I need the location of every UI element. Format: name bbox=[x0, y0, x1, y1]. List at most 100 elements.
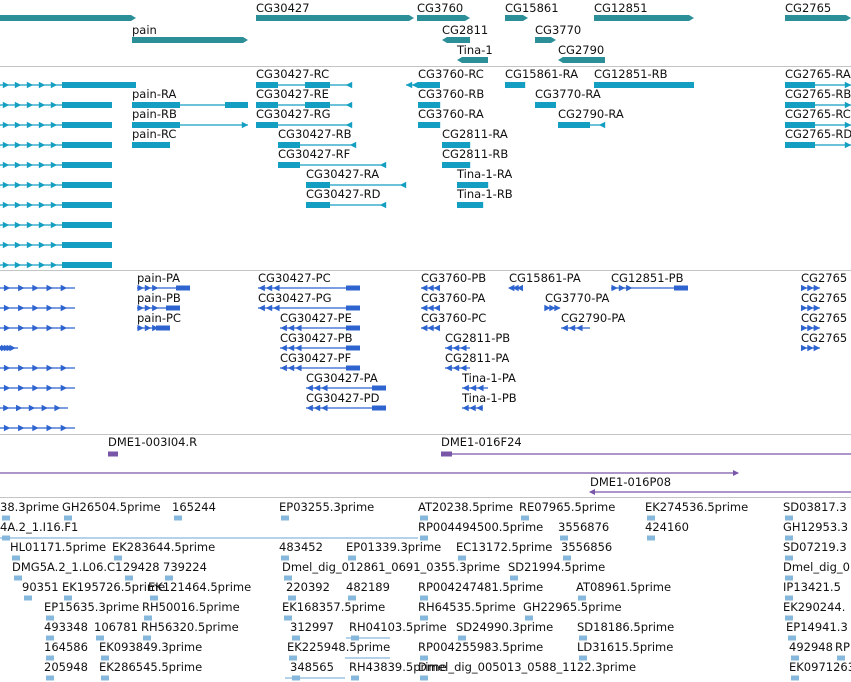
gene-glyph[interactable] bbox=[0, 15, 136, 21]
transcript-cds[interactable] bbox=[306, 202, 330, 208]
est-glyph[interactable] bbox=[143, 635, 151, 641]
transcript-cds[interactable] bbox=[418, 122, 440, 128]
protein-block[interactable] bbox=[156, 325, 170, 331]
est-glyph[interactable] bbox=[785, 575, 793, 581]
est-glyph[interactable] bbox=[281, 515, 289, 521]
est-glyph[interactable] bbox=[46, 655, 54, 661]
transcript-cds[interactable] bbox=[535, 102, 556, 108]
transcript-cds[interactable] bbox=[132, 142, 170, 148]
est-glyph[interactable] bbox=[837, 655, 845, 661]
est-glyph[interactable] bbox=[46, 635, 54, 641]
protein-block[interactable] bbox=[346, 305, 360, 311]
est-glyph[interactable] bbox=[114, 555, 122, 561]
est-glyph[interactable] bbox=[579, 655, 587, 661]
transcript-cds[interactable] bbox=[62, 242, 112, 248]
est-glyph[interactable] bbox=[165, 575, 173, 581]
est-glyph[interactable] bbox=[579, 635, 587, 641]
est-glyph[interactable] bbox=[46, 615, 54, 621]
transcript-cds[interactable] bbox=[457, 182, 488, 188]
est-glyph[interactable] bbox=[420, 655, 428, 661]
est-glyph[interactable] bbox=[563, 555, 571, 561]
est-glyph[interactable] bbox=[46, 675, 54, 681]
transcript-cds[interactable] bbox=[62, 202, 112, 208]
gene-glyph[interactable] bbox=[417, 15, 470, 21]
est-glyph[interactable] bbox=[578, 595, 586, 601]
transcript-cds[interactable] bbox=[62, 122, 112, 128]
est-glyph[interactable] bbox=[125, 575, 133, 581]
protein-block[interactable] bbox=[346, 285, 360, 291]
est-glyph[interactable] bbox=[284, 575, 292, 581]
est-glyph[interactable] bbox=[284, 615, 292, 621]
transcript-cds[interactable] bbox=[558, 122, 590, 128]
transcript-cds[interactable] bbox=[132, 122, 180, 128]
transcript-cds[interactable] bbox=[785, 122, 815, 128]
gene-glyph[interactable] bbox=[535, 37, 556, 43]
gene-glyph[interactable] bbox=[132, 37, 248, 43]
protein-block[interactable] bbox=[176, 285, 190, 291]
gene-glyph[interactable] bbox=[442, 37, 470, 43]
transcript-cds[interactable] bbox=[594, 82, 694, 88]
est-glyph[interactable] bbox=[150, 595, 158, 601]
transcript-cds[interactable] bbox=[278, 142, 300, 148]
protein-block[interactable] bbox=[166, 305, 180, 311]
est-glyph[interactable] bbox=[281, 555, 289, 561]
est-glyph[interactable] bbox=[458, 555, 466, 561]
est-glyph[interactable] bbox=[785, 615, 793, 621]
est-glyph[interactable] bbox=[24, 595, 32, 601]
est-glyph[interactable] bbox=[96, 635, 104, 641]
est-glyph[interactable] bbox=[289, 655, 297, 661]
protein-block[interactable] bbox=[674, 285, 688, 291]
est-glyph[interactable] bbox=[288, 595, 296, 601]
gene-glyph[interactable] bbox=[558, 57, 605, 63]
est-glyph[interactable] bbox=[348, 595, 356, 601]
protein-block[interactable] bbox=[372, 405, 386, 411]
est-glyph[interactable] bbox=[560, 535, 568, 541]
transcript-cds[interactable] bbox=[457, 202, 483, 208]
transcript-cds[interactable] bbox=[256, 82, 278, 88]
transcript-cds[interactable] bbox=[256, 102, 278, 108]
est-glyph[interactable] bbox=[144, 615, 152, 621]
protein-block[interactable] bbox=[346, 345, 360, 351]
transcript-cds[interactable] bbox=[305, 102, 330, 108]
transcript-cds[interactable] bbox=[62, 102, 112, 108]
transcript-cds[interactable] bbox=[278, 162, 300, 168]
transcript-cds[interactable] bbox=[785, 142, 815, 148]
est-glyph[interactable] bbox=[420, 535, 428, 541]
protein-block[interactable] bbox=[346, 325, 360, 331]
clone-end[interactable] bbox=[441, 451, 452, 457]
est-glyph[interactable] bbox=[785, 515, 793, 521]
transcript-cds[interactable] bbox=[62, 182, 112, 188]
clone-end[interactable] bbox=[108, 451, 118, 457]
est-glyph[interactable] bbox=[420, 515, 428, 521]
transcript-cds[interactable] bbox=[306, 182, 330, 188]
protein-block[interactable] bbox=[372, 385, 386, 391]
est-glyph[interactable] bbox=[788, 635, 796, 641]
gene-glyph[interactable] bbox=[256, 15, 414, 21]
transcript-cds[interactable] bbox=[418, 102, 440, 108]
est-glyph[interactable] bbox=[510, 575, 518, 581]
est-glyph[interactable] bbox=[101, 675, 109, 681]
transcript-cds[interactable] bbox=[305, 82, 330, 88]
transcript-cds[interactable] bbox=[418, 82, 440, 88]
gene-glyph[interactable] bbox=[785, 15, 851, 21]
transcript-cds[interactable] bbox=[225, 102, 248, 108]
est-glyph[interactable] bbox=[348, 555, 356, 561]
est-glyph[interactable] bbox=[14, 575, 22, 581]
gene-glyph[interactable] bbox=[594, 15, 694, 21]
transcript-cds[interactable] bbox=[442, 162, 470, 168]
transcript-cds[interactable] bbox=[256, 122, 278, 128]
transcript-cds[interactable] bbox=[62, 262, 112, 268]
transcript-cds[interactable] bbox=[442, 142, 470, 148]
transcript-cds[interactable] bbox=[785, 102, 815, 108]
est-glyph[interactable] bbox=[420, 595, 428, 601]
est-glyph[interactable] bbox=[525, 615, 533, 621]
est-glyph[interactable] bbox=[420, 615, 428, 621]
transcript-cds[interactable] bbox=[62, 162, 112, 168]
est-glyph[interactable] bbox=[64, 515, 72, 521]
transcript-cds[interactable] bbox=[505, 82, 525, 88]
est-glyph[interactable] bbox=[647, 535, 655, 541]
est-glyph[interactable] bbox=[12, 555, 20, 561]
est-glyph[interactable] bbox=[2, 515, 10, 521]
est-glyph[interactable] bbox=[64, 595, 72, 601]
transcript-cds[interactable] bbox=[62, 142, 112, 148]
